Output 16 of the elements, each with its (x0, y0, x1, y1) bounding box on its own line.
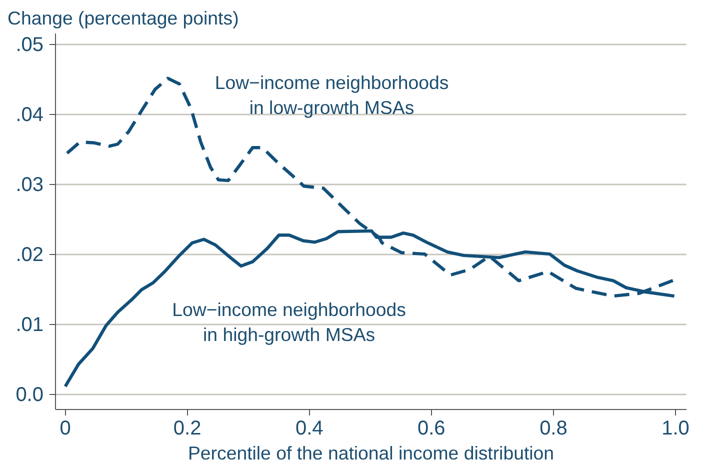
x-tick-label: 1.0 (662, 418, 690, 440)
x-tick-label: 0 (60, 418, 71, 440)
y-tick-label: .01 (16, 314, 44, 336)
y-tick-label: 0.0 (16, 384, 44, 406)
y-tick-label: .04 (16, 104, 44, 126)
x-axis-title: Percentile of the national income distribution (188, 442, 554, 464)
y-tick-label: .05 (16, 34, 44, 56)
y-axis-title: Change (percentage points) (8, 8, 239, 28)
y-tick-label: .02 (16, 244, 44, 266)
x-tick-label: 0.6 (418, 418, 446, 440)
series-label: Low−income neighborhoods in high-growth MSAs (172, 298, 406, 346)
x-tick-label: 0.8 (540, 418, 568, 440)
x-tick-label: 0.2 (173, 418, 202, 440)
y-tick-label: .03 (16, 174, 44, 196)
x-tick-label: 0.4 (295, 418, 324, 440)
series-label: Low−income neighborhoods in low-growth MSAs (214, 72, 449, 118)
